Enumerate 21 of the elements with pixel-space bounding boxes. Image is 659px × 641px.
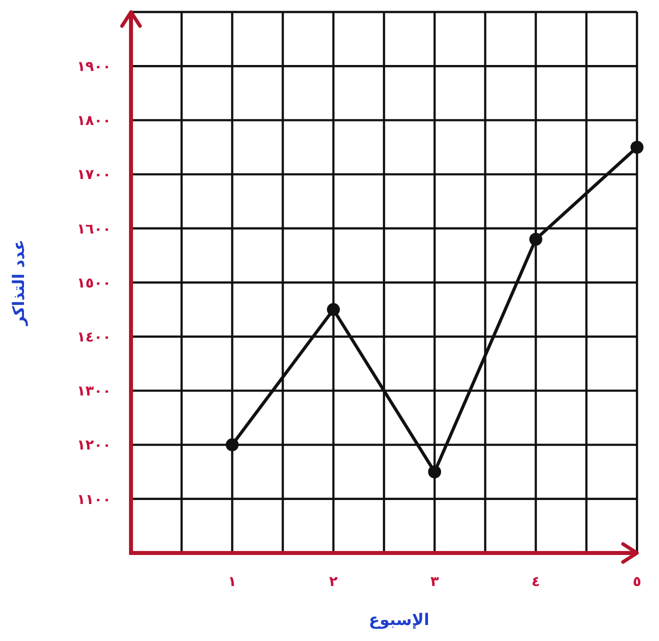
- y-tick-label: ١١٠٠: [76, 492, 111, 508]
- y-axis-title: عدد التذاكر: [9, 240, 28, 326]
- y-tick-label: ١٤٠٠: [76, 330, 111, 346]
- point: [326, 303, 340, 316]
- x-axis-title: الإسبوع: [368, 610, 430, 629]
- y-tick-label: ١٨٠٠: [76, 113, 111, 130]
- y-tick-label: ١٩٠٠: [76, 59, 111, 75]
- y-tick-label: ١٥٠٠: [76, 275, 111, 292]
- point: [529, 232, 542, 246]
- point: [226, 438, 239, 452]
- x-tick-label: ١: [228, 574, 236, 590]
- point: [630, 140, 644, 154]
- y-tick-label: ١٧٠٠: [76, 167, 111, 184]
- x-tick-label: ٥: [632, 574, 642, 590]
- point: [428, 465, 442, 478]
- x-tick-label: ٣: [430, 574, 440, 590]
- y-tick-label: ١٢٠٠: [76, 438, 111, 454]
- y-tick-label: ١٣٠٠: [76, 384, 111, 400]
- x-tick-label: ٤: [532, 574, 540, 590]
- y-tick-label: ١٦٠٠: [76, 221, 111, 238]
- x-tick-label: ٢: [329, 574, 338, 590]
